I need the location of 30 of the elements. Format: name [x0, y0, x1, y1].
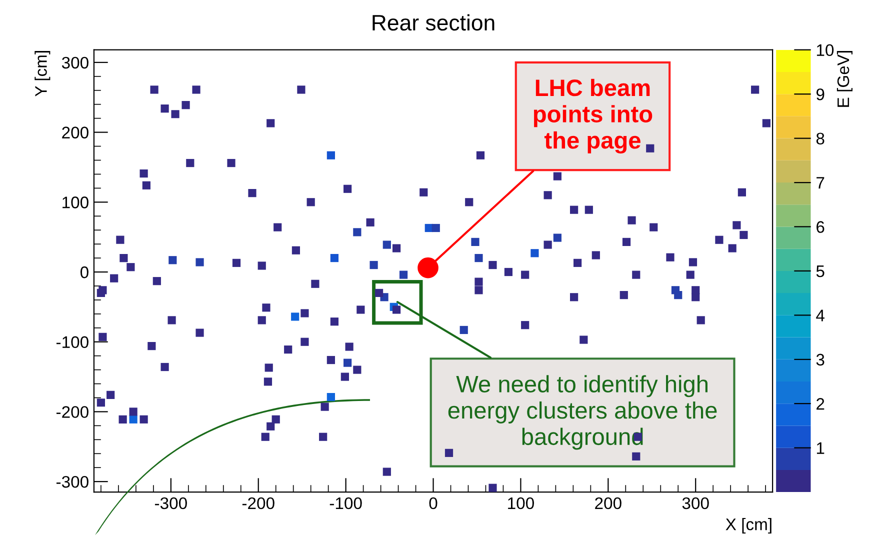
y-tick-label: 0	[80, 266, 88, 278]
color-bar-label: 10	[816, 44, 834, 56]
y-tick-label: -300	[56, 476, 88, 488]
annotation: LHC beam points into the page	[534, 78, 652, 154]
color-bar-label: 6	[816, 221, 824, 233]
color-bar-title: E [GeV]	[836, 51, 852, 107]
x-tick-label: 300	[682, 497, 709, 510]
x-axis-title: X [cm]	[726, 518, 772, 534]
color-bar-label: 7	[816, 177, 824, 189]
color-bar-label: 4	[816, 310, 824, 322]
color-bar-label: 9	[816, 88, 824, 100]
y-tick-label: -200	[56, 406, 88, 418]
color-bar-label: 8	[816, 132, 824, 144]
y-tick-label: 300	[62, 56, 88, 69]
x-tick-label: 200	[595, 497, 622, 510]
color-bar-label: 1	[816, 442, 824, 454]
x-tick-label: 0	[429, 497, 438, 510]
x-tick-label: 100	[508, 497, 534, 510]
annotation: We need to identify high energy clusters above the background	[448, 375, 717, 450]
y-tick-label: -100	[56, 336, 88, 348]
x-tick-label: -100	[330, 497, 362, 510]
x-tick-label: -200	[242, 497, 274, 510]
x-tick-label: -300	[154, 497, 187, 510]
color-bar-label: 3	[816, 354, 824, 366]
y-tick-label: 100	[62, 196, 88, 208]
y-tick-label: 200	[62, 126, 88, 138]
y-axis-title: Y [cm]	[34, 51, 50, 96]
color-bar-label: 5	[816, 266, 824, 278]
color-bar-label: 2	[816, 398, 824, 410]
chart-title: Rear section	[372, 14, 494, 31]
